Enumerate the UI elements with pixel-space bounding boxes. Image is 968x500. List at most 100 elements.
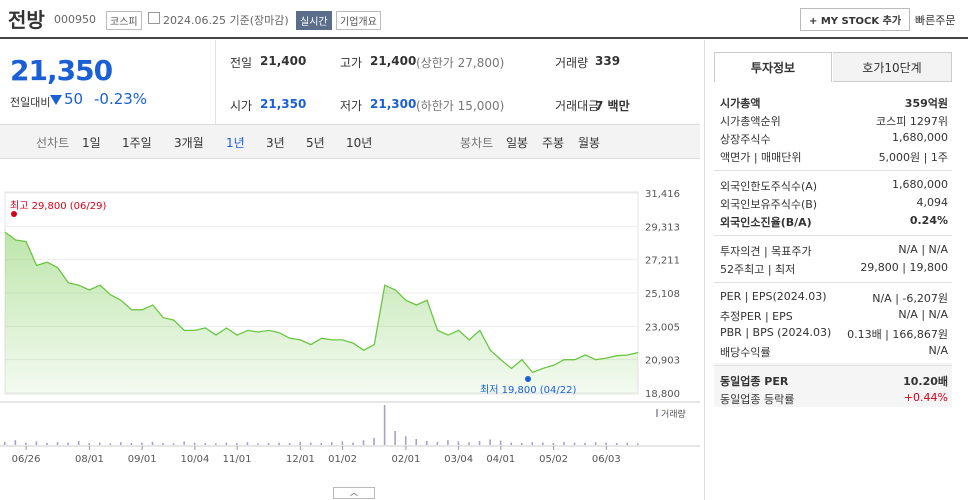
x-tick-label: 11/01 [223,454,252,465]
y-tick-label: 20,903 [645,356,680,367]
volume-bar [404,436,407,445]
volume-bar [109,443,112,445]
info-value: +0.44% [903,391,948,404]
info-label: 상장주식수 [720,133,771,146]
realtime-badge[interactable]: 실시간 [296,11,332,30]
x-tick-label: 04/01 [486,454,515,465]
volume-bar [162,443,164,445]
period-tab[interactable]: 1주일 [122,136,152,150]
info-label: 배당수익률 [720,346,771,359]
info-divider [714,235,952,236]
info-value: 0.24% [909,214,948,227]
info-tab[interactable]: 투자정보 [714,52,832,82]
low-marker [525,376,531,382]
volume-bar [373,437,375,445]
volume-bar [468,442,470,445]
period-tab[interactable]: 3개월 [174,136,204,150]
market-badge: 코스피 [106,11,142,30]
x-tick-label: 03/04 [444,454,473,465]
info-value: 29,800 | 19,800 [860,261,948,274]
overview-dropdown[interactable]: 기업개요 [336,11,381,30]
x-tick-label: 02/01 [391,454,420,465]
volume-bar [615,443,618,445]
volume-bar [183,441,185,445]
info-label: PER | EPS(2024.03) [720,290,827,303]
info-label: 시가총액 [720,97,761,110]
collapse-button[interactable]: ︿ [333,487,375,499]
volume-bar [120,442,122,445]
volume-bar [341,441,344,445]
info-tab[interactable]: 호가10단계 [833,52,952,82]
volume-bar [457,441,460,445]
volume-bar [278,442,280,445]
summary-value: 21,350 [260,97,307,111]
stock-code: 000950 [54,13,96,26]
down-arrow [50,95,62,105]
volume-bar [626,442,629,445]
info-label: PBR | BPS (2024.03) [720,326,832,339]
volume-bar [309,442,312,445]
info-divider [714,365,952,366]
volume-bar [267,443,270,445]
y-tick-label: 25,108 [645,289,680,300]
volume-bar [563,441,565,445]
low-label: 최저 19,800 (04/22) [480,384,576,396]
volume-bar [478,441,481,445]
volume-bar [172,443,175,445]
y-tick-label: 29,313 [645,222,680,233]
x-tick-label: 01/02 [328,454,357,465]
volume-bar [204,443,207,445]
mystock-button[interactable]: + MY STOCK 추가 [800,8,911,31]
volume-bar [46,443,48,445]
x-tick-label: 08/01 [75,454,104,465]
volume-bar [415,439,418,445]
volume-bar [447,440,449,445]
volume-bar [299,441,301,445]
volume-bar [510,442,512,445]
info-label: 추정PER | EPS [720,310,793,323]
volume-bar [215,443,217,445]
period-tab[interactable]: 3년 [266,136,285,150]
info-value: N/A | N/A [898,243,948,256]
info-value: N/A [928,344,948,357]
info-label: 52주최고 | 최저 [720,263,796,276]
period-tab[interactable]: 1일 [82,136,101,150]
candle-chart-label: 봉차트 [460,136,494,150]
quick-order[interactable]: 빠른주문 [915,14,956,27]
volume-bar [257,443,259,445]
summary-value: 21,400 [370,54,417,68]
info-label: 액면가 | 매매단위 [720,151,802,164]
info-label: 외국인한도주식수(A) [720,180,818,193]
period-tab[interactable]: 10년 [346,136,373,150]
volume-bar [4,441,6,445]
volume-bar [531,442,534,445]
period-tab[interactable]: 일봉 [506,136,529,150]
y-tick-label: 31,416 [645,189,680,200]
price-chart: 18,800 20,903 23,005 25,108 27,211 29,313 31,4… [0,189,700,465]
volume-bar [225,442,228,445]
info-value: 0.13배 | 166,867원 [847,328,948,341]
price-line [4,231,639,374]
info-value: 코스피 1297위 [876,115,948,128]
period-tab[interactable]: 주봉 [542,136,565,150]
volume-bar [352,442,354,445]
y-tick-label: 18,800 [645,389,680,400]
volume-bar [246,442,249,445]
period-tab[interactable]: 1년 [226,136,245,150]
volume-bar [88,443,90,445]
info-value: 10.20배 [903,375,948,388]
volume-bar [288,443,291,445]
line-chart-label: 선차트 [36,136,70,150]
x-tick-label: 06/03 [592,454,621,465]
info-value: 5,000원 | 1주 [878,151,948,164]
summary-label: 거래대금 [555,99,600,113]
period-tab[interactable]: 5년 [306,136,325,150]
x-tick-label: 09/01 [128,454,157,465]
info-label: 외국인소진율(B/A) [720,216,812,229]
calendar-icon [148,12,160,24]
summary-value: 7 백만 [595,99,630,113]
summary-label: 시가 [230,99,253,113]
period-tab[interactable]: 월봉 [578,136,601,150]
date: 2024.06.25 기준(장마감) [163,14,289,27]
info-panel [704,40,968,500]
